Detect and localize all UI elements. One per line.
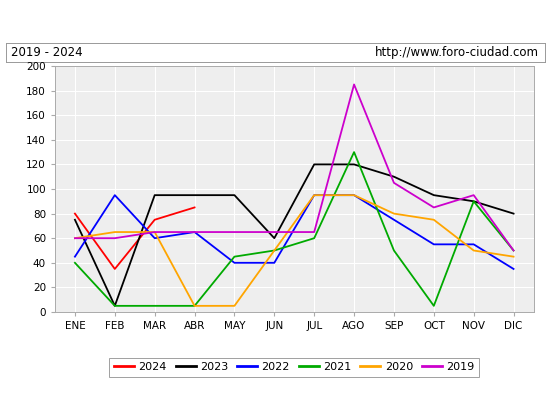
Text: Evolucion Nº Turistas Extranjeros en el municipio de Gironella: Evolucion Nº Turistas Extranjeros en el … [39,14,511,28]
Text: 2019 - 2024: 2019 - 2024 [11,46,82,59]
Legend: 2024, 2023, 2022, 2021, 2020, 2019: 2024, 2023, 2022, 2021, 2020, 2019 [109,358,479,376]
Text: http://www.foro-ciudad.com: http://www.foro-ciudad.com [375,46,539,59]
